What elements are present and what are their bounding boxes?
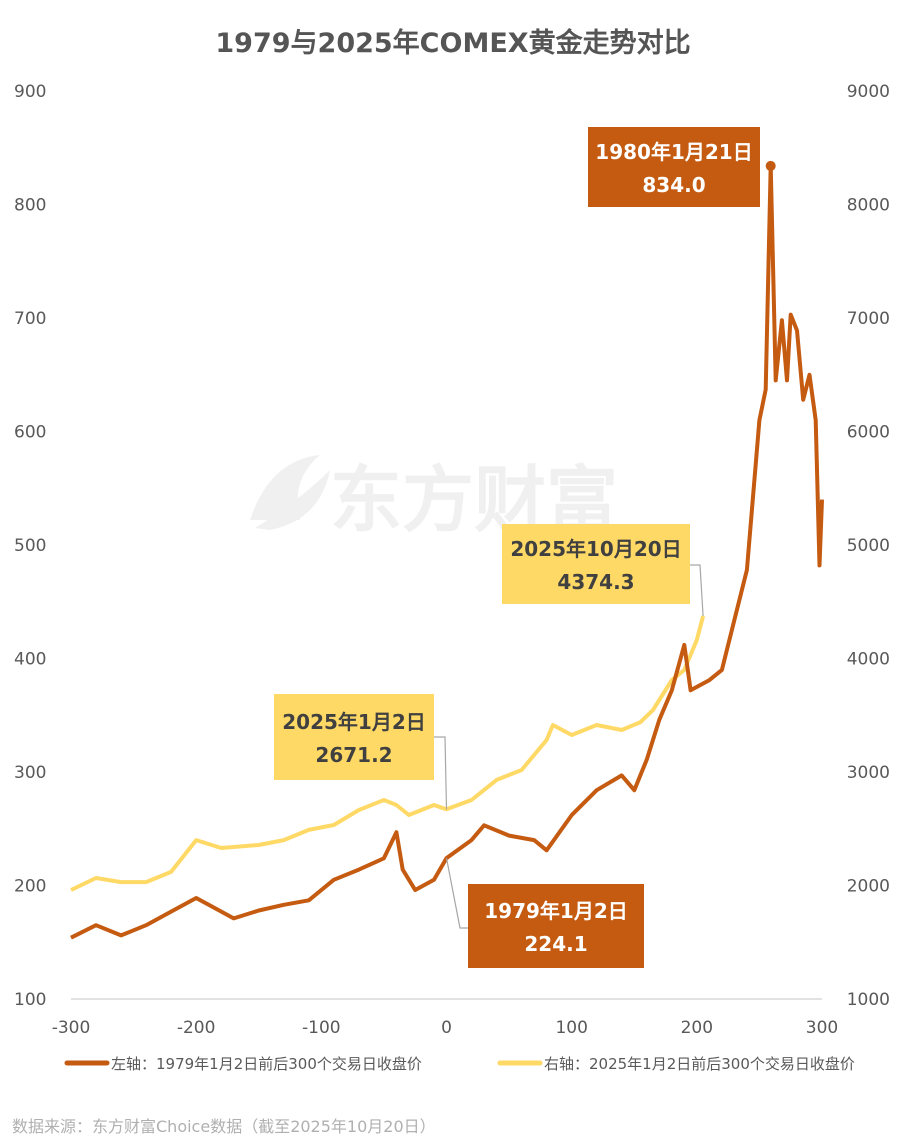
annotation-callout: 2025年1月2日 2671.2	[274, 694, 448, 810]
annotation-value: 2671.2	[315, 743, 392, 767]
y-left-tick-label: 700	[14, 309, 46, 329]
annotation-value: 4374.3	[557, 570, 634, 594]
annotation-value: 224.1	[524, 932, 587, 956]
y-left-tick-label: 400	[14, 650, 46, 670]
y-left-tick-label: 100	[14, 990, 46, 1010]
x-tick-label: -200	[177, 1018, 216, 1038]
y-right-tick-label: 3000	[847, 763, 890, 783]
y-right-tick-label: 7000	[847, 309, 890, 329]
source-note: 数据来源：东方财富Choice数据（截至2025年10月20日）	[12, 1117, 436, 1136]
annotation-box	[468, 884, 644, 968]
legend-label-1979: 左轴：1979年1月2日前后300个交易日收盘价	[111, 1055, 422, 1073]
annotation-date: 2025年10月20日	[510, 537, 681, 561]
series-line-2025	[70, 615, 706, 892]
x-tick-label: 200	[681, 1018, 713, 1038]
peak-marker	[765, 160, 776, 171]
y-left-tick-label: 500	[14, 536, 46, 556]
x-tick-label: 100	[555, 1018, 587, 1038]
y-right-tick-label: 5000	[847, 536, 890, 556]
legend: 左轴：1979年1月2日前后300个交易日收盘价 右轴：2025年1月2日前后3…	[64, 1055, 855, 1073]
y-left-tick-label: 600	[14, 423, 46, 443]
leader-line	[445, 858, 468, 929]
annotation-box	[274, 694, 434, 780]
annotation-box	[588, 127, 760, 207]
annotation-callout: 1980年1月21日 834.0	[588, 127, 760, 207]
y-right-tick-label: 9000	[847, 82, 890, 102]
annotation-box	[502, 524, 690, 604]
x-tick-label: -100	[302, 1018, 341, 1038]
leader-line	[434, 736, 448, 810]
y-right-tick-label: 4000	[847, 650, 890, 670]
y-right-tick-label: 2000	[847, 877, 890, 897]
series-line-1979	[70, 163, 824, 940]
y-right-tick-label: 6000	[847, 423, 890, 443]
y-left-tick-label: 300	[14, 763, 46, 783]
annotation-date: 1979年1月2日	[484, 899, 628, 923]
annotation-callout: 1979年1月2日 224.1	[445, 858, 644, 968]
annotation-callout: 2025年10月20日 4374.3	[502, 524, 704, 617]
legend-label-2025: 右轴：2025年1月2日前后300个交易日收盘价	[544, 1055, 855, 1073]
y-left-tick-label: 200	[14, 877, 46, 897]
y-right-tick-label: 1000	[847, 990, 890, 1010]
annotation-date: 1980年1月21日	[595, 140, 752, 164]
watermark-logo-icon	[250, 455, 330, 530]
x-tick-label: -300	[52, 1018, 91, 1038]
x-tick-label: 300	[806, 1018, 838, 1038]
x-tick-label: 0	[441, 1018, 452, 1038]
y-right-tick-label: 8000	[847, 196, 890, 216]
annotation-date: 2025年1月2日	[282, 710, 426, 734]
leader-line	[690, 564, 704, 617]
chart-title: 1979与2025年COMEX黄金走势对比	[215, 27, 690, 59]
y-left-tick-label: 900	[14, 82, 46, 102]
y-left-tick-label: 800	[14, 196, 46, 216]
annotation-value: 834.0	[642, 173, 705, 197]
